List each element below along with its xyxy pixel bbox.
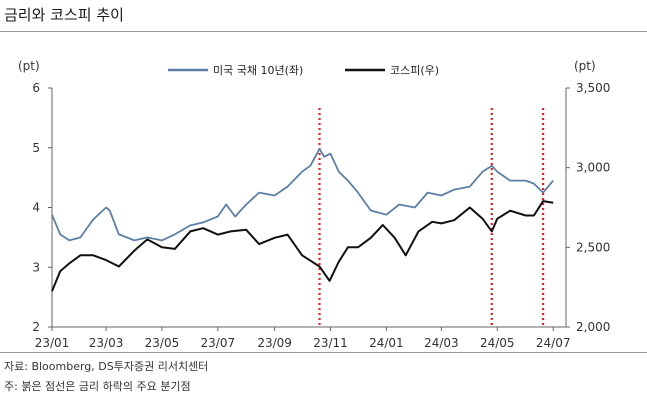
us-10y-yield-line — [51, 148, 554, 242]
label-layer: 2 3 4 5 6 (pt) 2,000 2,500 3,000 3,500 (pt) 23/01 23… — [18, 59, 610, 350]
left-tick-label: 2 — [32, 320, 40, 334]
kospi-line — [51, 200, 554, 292]
axes-layer — [48, 87, 570, 331]
chart-title: 금리와 코스피 추이 — [4, 6, 124, 24]
legend: 미국 국채 10년(좌) 코스피(우) — [168, 64, 439, 77]
left-tick-label: 5 — [32, 141, 40, 155]
footnote: 주: 붉은 점선은 금리 하락의 주요 분기점 — [4, 380, 191, 393]
series-layer — [51, 148, 554, 292]
x-tick-label: 23/11 — [313, 336, 348, 350]
x-tick-label: 23/05 — [145, 336, 180, 350]
right-tick-label: 2,500 — [576, 240, 610, 254]
right-tick-label: 3,500 — [576, 81, 610, 95]
marker-layer — [318, 108, 545, 325]
legend-label-kospi: 코스피(우) — [390, 64, 439, 77]
left-tick-label: 3 — [32, 260, 40, 274]
x-tick-label: 24/03 — [424, 336, 459, 350]
x-tick-label: 24/01 — [369, 336, 404, 350]
x-tick-label: 23/03 — [89, 336, 124, 350]
left-tick-label: 6 — [32, 81, 40, 95]
title-divider — [0, 31, 647, 32]
left-tick-label: 4 — [32, 201, 40, 215]
legend-label-us10y: 미국 국채 10년(좌) — [213, 64, 303, 77]
x-tick-label: 24/05 — [480, 336, 515, 350]
right-tick-label: 3,000 — [576, 161, 610, 175]
x-tick-label: 23/01 — [35, 336, 70, 350]
x-tick-label: 24/07 — [536, 336, 571, 350]
right-axis-unit: (pt) — [574, 59, 596, 73]
left-axis-unit: (pt) — [18, 59, 40, 73]
footer-divider — [0, 352, 647, 353]
rate-kospi-chart: 2 3 4 5 6 (pt) 2,000 2,500 3,000 3,500 (pt) 23/01 23… — [18, 59, 610, 350]
right-tick-label: 2,000 — [576, 320, 610, 334]
x-tick-label: 23/09 — [257, 336, 292, 350]
source-note: 자료: Bloomberg, DS투자증권 리서치센터 — [4, 360, 209, 373]
x-tick-label: 23/07 — [201, 336, 236, 350]
